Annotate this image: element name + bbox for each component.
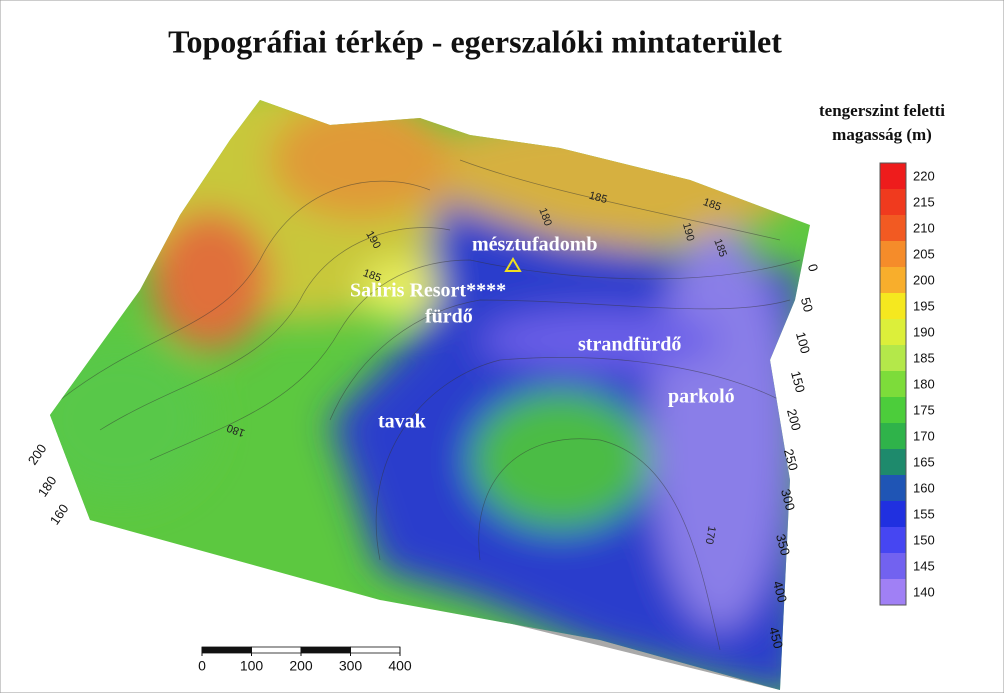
legend-swatch [880, 345, 906, 371]
scale-bar-label: 0 [198, 658, 206, 674]
legend-label: 210 [913, 220, 935, 235]
scale-bar-label: 300 [339, 658, 363, 674]
legend-label: 220 [913, 168, 935, 183]
scale-bar-segment [351, 647, 401, 653]
place-label: mésztufadomb [472, 234, 598, 256]
legend-label: 160 [913, 480, 935, 495]
legend-label: 190 [913, 324, 935, 339]
legend-swatch [880, 579, 906, 605]
legend-label: 140 [913, 584, 935, 599]
place-label: parkoló [668, 386, 735, 408]
legend-title: tengerszint feletti [819, 101, 945, 120]
legend-swatch [880, 189, 906, 215]
legend-label: 205 [913, 246, 935, 261]
legend-swatch [880, 293, 906, 319]
place-label: strandfürdő [578, 334, 681, 356]
legend-label: 180 [913, 376, 935, 391]
legend-label: 170 [913, 428, 935, 443]
legend-swatch [880, 397, 906, 423]
scale-bar-segment [202, 647, 252, 653]
legend-label: 215 [913, 194, 935, 209]
legend-swatch [880, 423, 906, 449]
legend-swatch [880, 163, 906, 189]
legend-swatch [880, 215, 906, 241]
scale-bar-segment [301, 647, 351, 653]
legend-label: 175 [913, 402, 935, 417]
title: Topográfiai térkép - egerszalóki mintate… [168, 23, 782, 59]
legend-swatch [880, 527, 906, 553]
legend-swatch [880, 553, 906, 579]
legend-swatch [880, 241, 906, 267]
map: Topográfiai térkép - egerszalóki mintate… [0, 0, 1004, 693]
legend-swatch [880, 501, 906, 527]
legend-label: 155 [913, 506, 935, 521]
scale-bar-segment [252, 647, 302, 653]
legend-label: 185 [913, 350, 935, 365]
legend-label: 145 [913, 558, 935, 573]
legend-swatch [880, 319, 906, 345]
scale-bar-label: 200 [289, 658, 313, 674]
scale-bar-label: 100 [240, 658, 264, 674]
place-label: tavak [378, 411, 427, 433]
legend-label: 165 [913, 454, 935, 469]
legend-title: magasság (m) [832, 125, 932, 144]
place-label: Saliris Resort**** [350, 280, 506, 302]
legend-swatch [880, 267, 906, 293]
legend-label: 150 [913, 532, 935, 547]
legend-swatch [880, 371, 906, 397]
legend-label: 195 [913, 298, 935, 313]
place-label: fürdő [425, 306, 473, 328]
legend-swatch [880, 449, 906, 475]
legend-swatch [880, 475, 906, 501]
legend-label: 200 [913, 272, 935, 287]
scale-bar-label: 400 [388, 658, 412, 674]
